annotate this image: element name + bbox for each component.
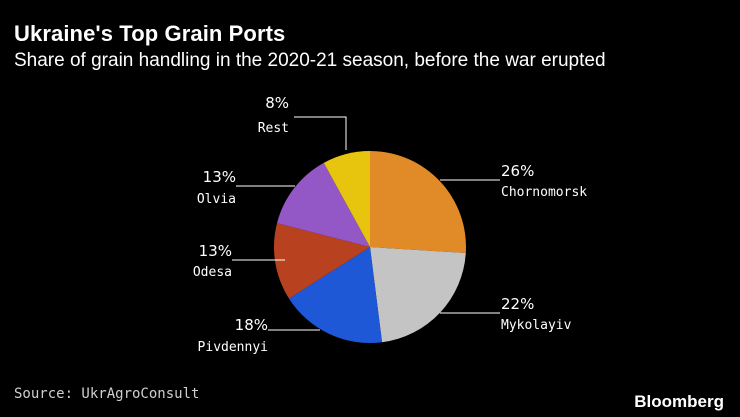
slice-value-label-mykolayiv: 22% bbox=[501, 295, 534, 313]
slice-value-label-rest: 8% bbox=[265, 94, 289, 112]
pie-slice-pivdennyi bbox=[288, 247, 383, 343]
slice-name-label-olvia: Olvia bbox=[197, 192, 236, 207]
pie-slice-rest bbox=[323, 151, 370, 247]
slice-value-label-odesa: 13% bbox=[199, 242, 232, 260]
bloomberg-logo: Bloomberg bbox=[634, 392, 724, 411]
slice-value-label-olvia: 13% bbox=[203, 168, 236, 186]
source-note: Source: UkrAgroConsult bbox=[14, 386, 200, 402]
slice-name-label-chornomorsk: Chornomorsk bbox=[501, 185, 587, 200]
chart-subtitle: Share of grain handling in the 2020-21 s… bbox=[14, 50, 606, 71]
slice-value-label-chornomorsk: 26% bbox=[501, 162, 534, 180]
slice-name-label-odesa: Odesa bbox=[193, 265, 232, 280]
slice-name-label-rest: Rest bbox=[258, 121, 289, 136]
chart-title: Ukraine's Top Grain Ports bbox=[14, 21, 286, 46]
slice-value-label-pivdennyi: 18% bbox=[235, 316, 268, 334]
slice-name-label-pivdennyi: Pivdennyi bbox=[198, 340, 268, 355]
pie-slice-mykolayiv bbox=[370, 247, 466, 343]
pie-slice-odesa bbox=[274, 223, 370, 299]
pie-slice-chornomorsk bbox=[370, 151, 466, 254]
slice-name-label-mykolayiv: Mykolayiv bbox=[501, 318, 572, 333]
pie-slice-olvia bbox=[277, 162, 370, 247]
leader-line-rest bbox=[294, 116, 347, 150]
